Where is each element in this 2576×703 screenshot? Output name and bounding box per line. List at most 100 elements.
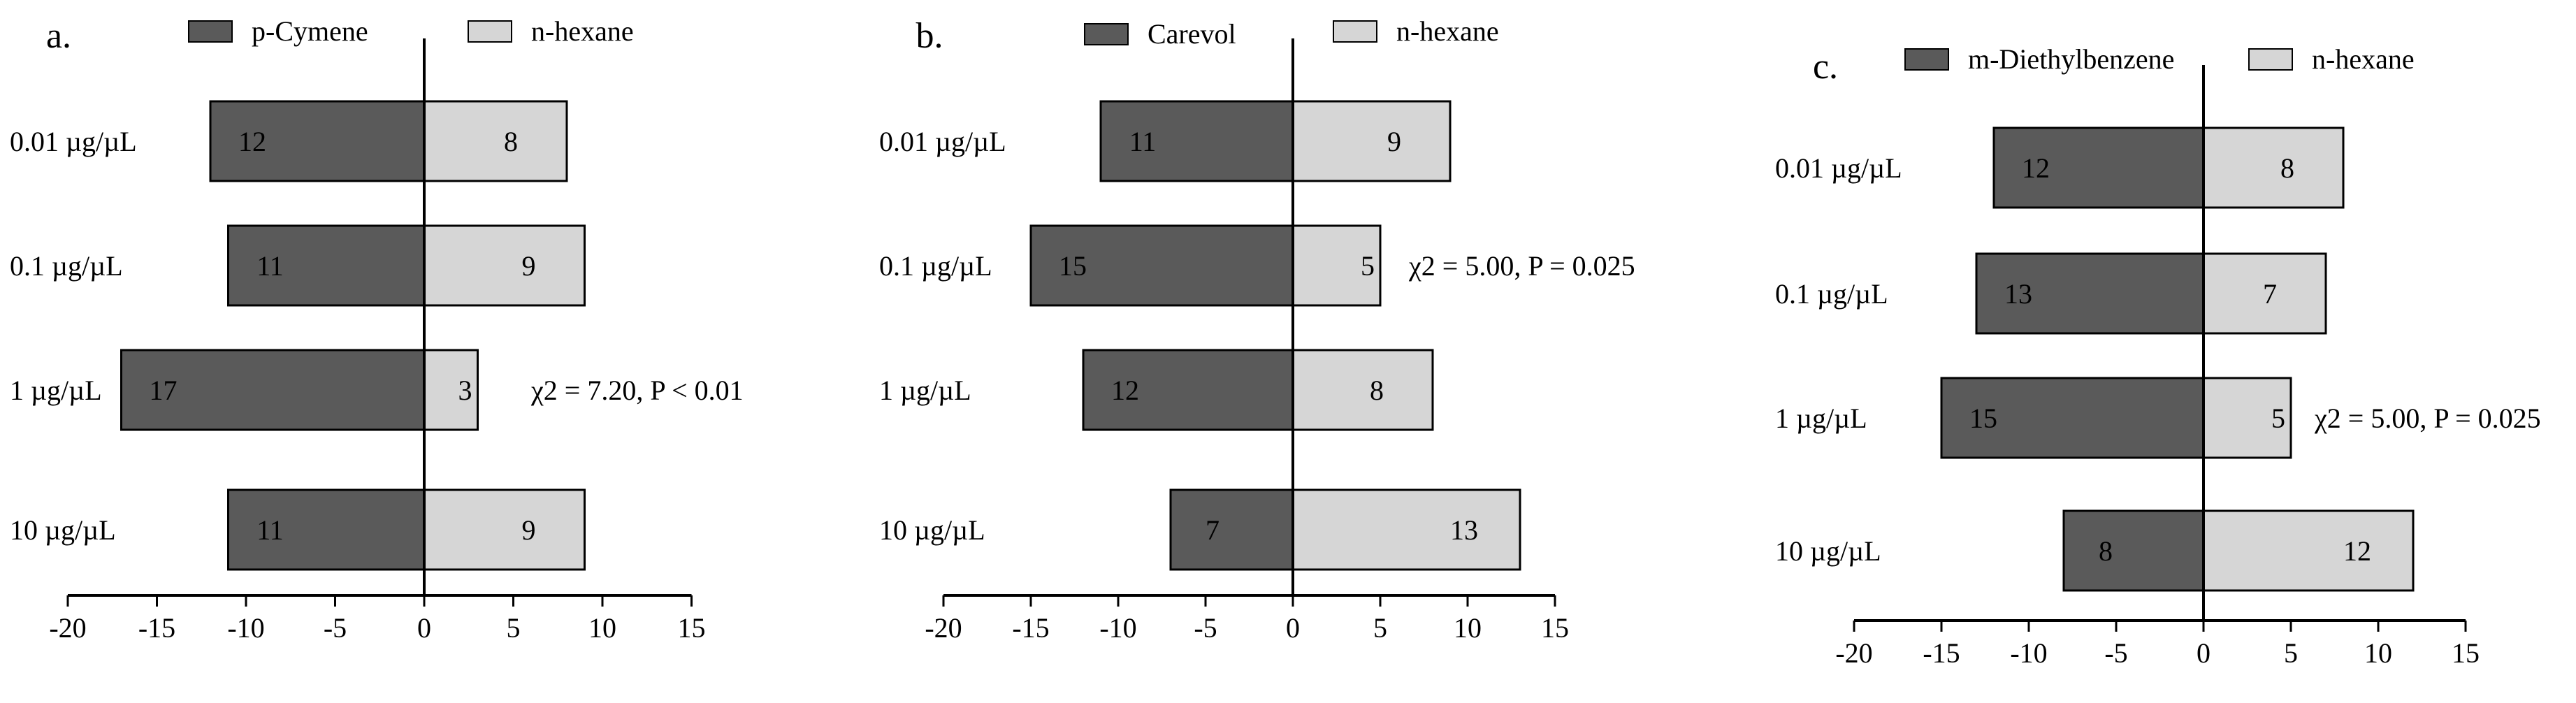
category-label: 0.1 µg/µL: [1775, 278, 1888, 310]
x-tick-label: 5: [507, 612, 521, 644]
bar-value-label: 12: [2343, 535, 2371, 567]
bar-positive: [423, 488, 586, 571]
legend-swatch: [1084, 23, 1129, 45]
legend-label: n-hexane: [531, 15, 634, 47]
category-label: 0.1 µg/µL: [10, 250, 123, 282]
bar-value-label: 12: [238, 126, 266, 157]
legend-label: p-Cymene: [252, 15, 368, 47]
legend-swatch: [1333, 20, 1377, 43]
bar-negative: [209, 100, 426, 182]
bar-positive: [2202, 126, 2345, 209]
bar-negative: [1992, 126, 2205, 209]
legend-swatch: [1904, 48, 1949, 71]
x-tick-label: -10: [2010, 637, 2047, 669]
bar-positive: [423, 224, 586, 307]
x-tick-label: 10: [588, 612, 616, 644]
x-tick-label: 0: [1286, 612, 1300, 644]
bar-negative: [1940, 377, 2205, 459]
stat-annotation: χ2 = 7.20, P < 0.01: [530, 375, 744, 406]
x-tick-label: -20: [49, 612, 86, 644]
bar-positive: [1291, 488, 1521, 571]
bar-positive: [2202, 252, 2327, 335]
bar-value-label: 13: [2004, 278, 2032, 310]
x-tick-label: -15: [1012, 612, 1049, 644]
bar-negative: [227, 488, 426, 571]
legend-swatch: [468, 20, 512, 43]
bar-negative: [1082, 349, 1294, 431]
bar-value-label: 15: [1969, 403, 1997, 434]
bar-negative: [227, 224, 426, 307]
category-label: 10 µg/µL: [879, 514, 985, 546]
x-tick-label: -15: [138, 612, 175, 644]
bar-positive: [1291, 100, 1452, 182]
bar-positive: [1291, 349, 1434, 431]
bar-negative: [1099, 100, 1294, 182]
bar-positive: [1291, 224, 1382, 307]
legend-swatch: [188, 20, 233, 43]
legend-label: m-Diethylbenzene: [1968, 43, 2174, 75]
x-tick-label: -20: [1835, 637, 1872, 669]
bar-value-label: 9: [522, 514, 536, 546]
x-tick-label: 15: [2452, 637, 2480, 669]
bar-value-label: 13: [1450, 514, 1478, 546]
panel-label: a.: [46, 16, 71, 56]
category-label: 0.01 µg/µL: [10, 126, 137, 157]
x-tick-label: 15: [1541, 612, 1569, 644]
category-label: 10 µg/µL: [1775, 535, 1881, 567]
x-tick-label: 10: [2364, 637, 2392, 669]
bar-value-label: 17: [150, 375, 178, 406]
bar-negative: [2062, 509, 2205, 592]
bar-value-label: 3: [458, 375, 472, 406]
stat-annotation: χ2 = 5.00, P = 0.025: [1408, 250, 1635, 282]
category-label: 0.01 µg/µL: [1775, 152, 1902, 184]
legend-swatch: [2248, 48, 2293, 71]
bar-negative: [1975, 252, 2205, 335]
bar-value-label: 8: [2280, 152, 2294, 184]
bar-value-label: 9: [522, 250, 536, 282]
category-label: 10 µg/µL: [10, 514, 116, 546]
bar-positive: [2202, 509, 2415, 592]
bar-value-label: 8: [1370, 375, 1384, 406]
bar-value-label: 5: [2271, 403, 2285, 434]
bar-value-label: 11: [256, 250, 284, 282]
x-tick-label: -10: [227, 612, 264, 644]
x-tick-label: 15: [678, 612, 706, 644]
x-tick-label: -5: [324, 612, 347, 644]
x-tick-label: -5: [2104, 637, 2127, 669]
stat-annotation: χ2 = 5.00, P = 0.025: [2314, 403, 2541, 434]
x-tick-label: 5: [1373, 612, 1387, 644]
category-label: 0.1 µg/µL: [879, 250, 992, 282]
x-tick-label: 5: [2284, 637, 2298, 669]
category-label: 0.01 µg/µL: [879, 126, 1006, 157]
bar-value-label: 9: [1387, 126, 1401, 157]
panel-label: b.: [916, 16, 943, 56]
bar-value-label: 7: [2263, 278, 2277, 310]
bar-value-label: 15: [1059, 250, 1087, 282]
bar-negative: [1029, 224, 1294, 307]
x-tick-label: -5: [1194, 612, 1217, 644]
bar-positive: [2202, 377, 2292, 459]
chart-panel-c: c. m-Diethylbenzene n-hexane 0.01 µg/µL 12 8 0…: [1775, 43, 2541, 669]
bar-value-label: 7: [1206, 514, 1220, 546]
category-label: 1 µg/µL: [1775, 403, 1867, 434]
bar-positive: [423, 100, 568, 182]
x-tick-label: 0: [417, 612, 431, 644]
bar-negative: [1169, 488, 1294, 571]
x-tick-label: 0: [2197, 637, 2210, 669]
category-label: 1 µg/µL: [879, 375, 971, 406]
panel-label: c.: [1813, 47, 1838, 87]
chart-panel-b: b. Carevol n-hexane 0.01 µg/µL 11 9 0.1 µg/µL 1…: [879, 15, 1635, 644]
bar-value-label: 8: [2099, 535, 2113, 567]
x-tick-label: 10: [1454, 612, 1482, 644]
bar-positive: [423, 349, 479, 431]
legend-label: n-hexane: [1396, 15, 1499, 47]
bar-negative: [120, 349, 426, 431]
bar-value-label: 12: [2022, 152, 2050, 184]
bar-value-label: 8: [504, 126, 518, 157]
bar-value-label: 12: [1111, 375, 1139, 406]
x-tick-label: -15: [1923, 637, 1960, 669]
bar-value-label: 11: [1129, 126, 1157, 157]
legend-label: n-hexane: [2312, 43, 2415, 75]
legend-label: Carevol: [1148, 18, 1236, 50]
